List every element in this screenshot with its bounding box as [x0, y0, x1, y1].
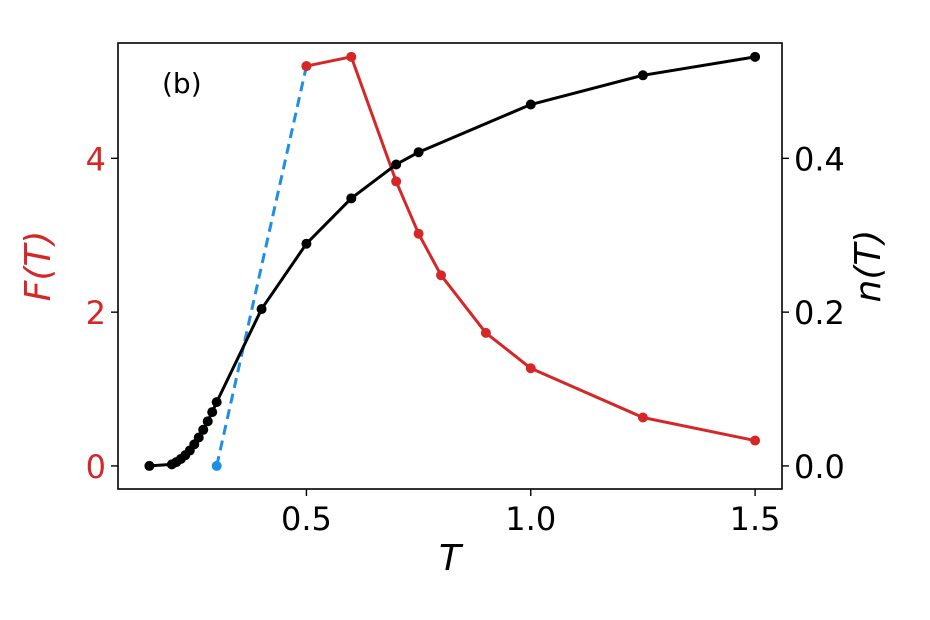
- series-point: [391, 176, 402, 187]
- right-y-tick-label: 0.2: [794, 294, 845, 332]
- series-point: [480, 327, 491, 338]
- series-point: [346, 51, 357, 62]
- x-tick-label: 1.0: [505, 500, 556, 538]
- series-point: [211, 397, 222, 408]
- series-point: [391, 159, 402, 170]
- series-line: [306, 55, 756, 443]
- left-y-tick-label: 0: [86, 448, 106, 486]
- series-point: [413, 228, 424, 239]
- right-y-tick-label: 0.0: [794, 448, 845, 486]
- series-point: [525, 99, 536, 110]
- axes-layer: 0.5 1.0 1.5 0 2 4 0.0 0.2 0.4: [86, 140, 845, 538]
- plot-frame: [117, 42, 783, 490]
- series-point: [750, 435, 761, 446]
- x-tick-label: 0.5: [281, 500, 332, 538]
- series-line: [149, 55, 756, 468]
- left-y-axis-title: F(T): [18, 231, 59, 302]
- series-point: [413, 147, 424, 158]
- series-layer: [144, 51, 761, 471]
- series-point: [207, 407, 218, 418]
- left-y-tick-label: 2: [86, 294, 106, 332]
- right-y-axis-title: n(T): [848, 230, 889, 303]
- series-point: [193, 432, 204, 443]
- series-point: [256, 304, 267, 315]
- series-point: [202, 416, 213, 427]
- series-point: [144, 460, 155, 471]
- series-point: [198, 424, 209, 435]
- series-point: [637, 412, 648, 423]
- panel-label: (b): [162, 67, 202, 100]
- series-point: [301, 238, 312, 249]
- x-axis-title: T: [439, 538, 464, 579]
- series-point: [637, 70, 648, 81]
- left-y-tick-label: 4: [86, 140, 106, 178]
- series-point: [750, 51, 761, 62]
- series-line: [215, 65, 308, 467]
- series-point: [301, 61, 312, 72]
- right-y-tick-label: 0.4: [794, 140, 845, 178]
- x-tick-label: 1.5: [730, 500, 781, 538]
- series-point: [525, 363, 536, 374]
- series-point: [211, 460, 222, 471]
- series-point: [436, 270, 447, 281]
- series-point: [346, 193, 357, 204]
